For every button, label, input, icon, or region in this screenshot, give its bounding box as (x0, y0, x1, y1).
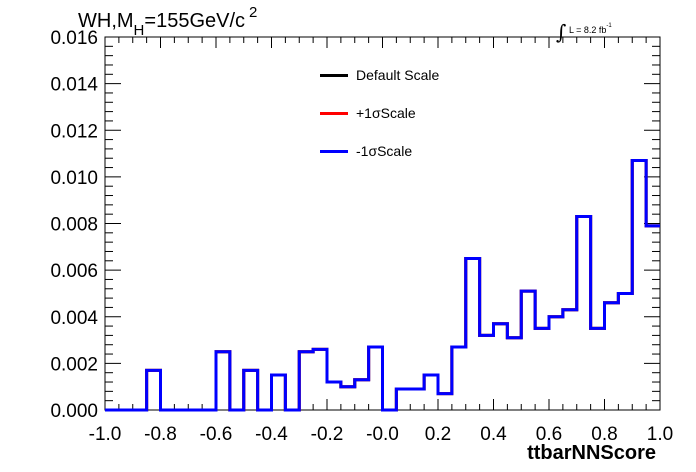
title-prefix: WH,M (78, 10, 134, 32)
x-tick-label: -0.0 (366, 424, 399, 445)
y-axis-ticks: 0.000 0.002 0.004 0.006 0.008 0.010 0.012 0.014… (50, 28, 660, 422)
legend-swatch-minus (320, 149, 348, 153)
legend-label-default: Default Scale (356, 67, 440, 83)
legend: Default Scale +1σScale -1σScale (320, 56, 439, 170)
title-value: =155GeV/c (144, 10, 246, 32)
x-axis-ticks: -1.0 -0.8 -0.6 -0.4 -0.2 -0.0 0.2 0.4 0.6 0.8 1.0 (89, 37, 673, 445)
x-tick-label: 1.0 (647, 424, 673, 445)
y-tick-label: 0.008 (50, 215, 98, 236)
x-tick-label: -1.0 (89, 424, 122, 445)
legend-label-plus: +1σScale (356, 105, 416, 121)
x-tick-label: 0.6 (536, 424, 562, 445)
y-tick-label: 0.004 (50, 308, 98, 329)
y-tick-label: 0.014 (50, 75, 98, 96)
x-tick-label: -0.8 (144, 424, 177, 445)
x-tick-label: -0.6 (200, 424, 233, 445)
lumi-superscript: -1 (606, 23, 612, 29)
legend-swatch-plus (320, 111, 348, 115)
chart-title: WH,MH=155GeV/c 2 (78, 4, 257, 39)
legend-item-default: Default Scale (320, 56, 439, 94)
x-tick-label: 0.8 (591, 424, 617, 445)
legend-swatch-default (320, 73, 348, 77)
title-superscript: 2 (249, 4, 258, 21)
x-tick-label: 0.2 (425, 424, 451, 445)
integral-symbol: ∫ (556, 20, 567, 44)
y-tick-label: 0.012 (50, 121, 98, 142)
legend-item-minus: -1σScale (320, 132, 439, 170)
x-tick-label: -0.4 (255, 424, 288, 445)
title-subscript: H (133, 22, 145, 39)
y-tick-label: 0.000 (50, 401, 98, 422)
x-axis-title: ttbarNNScore (527, 442, 656, 464)
y-tick-label: 0.002 (50, 354, 98, 375)
y-tick-label: 0.010 (50, 168, 98, 189)
lumi-text: L = 8.2 fb (568, 25, 607, 35)
legend-item-plus: +1σScale (320, 94, 439, 132)
x-tick-label: -0.2 (311, 424, 344, 445)
luminosity-label: ∫ L = 8.2 fb-1 (556, 14, 612, 44)
legend-label-minus: -1σScale (356, 143, 413, 159)
series-lines (105, 159, 660, 412)
y-tick-label: 0.016 (50, 28, 98, 49)
x-tick-label: 0.4 (480, 424, 507, 445)
y-tick-label: 0.006 (50, 261, 98, 282)
series-line-2 (105, 159, 660, 412)
